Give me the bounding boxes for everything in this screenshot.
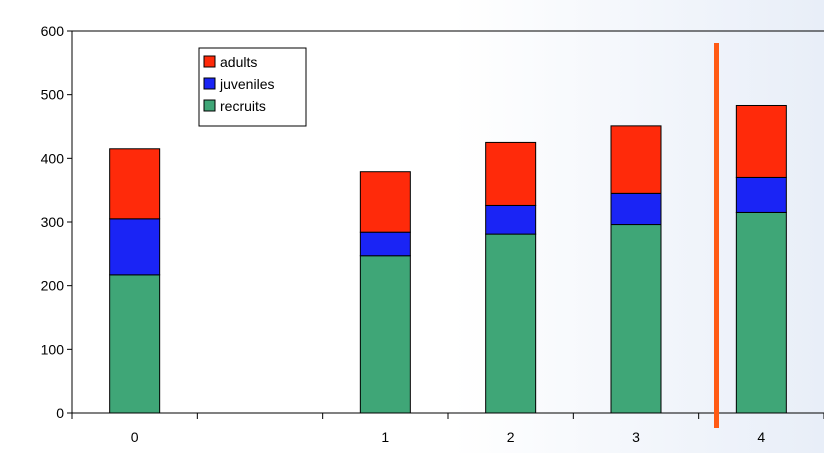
- legend-label-adults: adults: [220, 54, 257, 70]
- bar-adults: [485, 141, 537, 206]
- bar-recruits: [735, 211, 787, 414]
- legend-label-recruits: recruits: [220, 98, 266, 114]
- legend: adults juveniles recruits: [198, 47, 307, 127]
- x-tick-label: 1: [381, 429, 389, 445]
- legend-swatch-juveniles: [203, 77, 216, 90]
- bar-adults: [359, 171, 411, 233]
- bar-adults: [109, 148, 161, 220]
- y-tick-label: 500: [41, 87, 65, 103]
- bar-recruits: [109, 274, 161, 414]
- bar-recruits: [485, 233, 537, 414]
- bar-juveniles: [610, 192, 662, 226]
- legend-box: [198, 47, 307, 127]
- plot-area: [71, 30, 824, 413]
- y-tick-label: 0: [56, 405, 64, 421]
- bar-adults: [610, 125, 662, 194]
- x-tick-label: 2: [507, 429, 515, 445]
- x-axis: 0 1 2 3 4: [71, 412, 824, 445]
- y-axis: 0 100 200 300 400 500 600: [41, 23, 72, 421]
- bar-juveniles: [109, 218, 161, 276]
- bar-recruits: [359, 255, 411, 414]
- y-tick-label: 100: [41, 341, 65, 357]
- legend-swatch-adults: [203, 55, 216, 68]
- y-tick-label: 400: [41, 150, 65, 166]
- bar-juveniles: [485, 204, 537, 235]
- x-tick-label: 0: [131, 429, 139, 445]
- x-tick-label: 3: [632, 429, 640, 445]
- bars: [109, 104, 787, 414]
- y-tick-label: 300: [41, 214, 65, 230]
- bar-juveniles: [735, 176, 787, 213]
- bar-juveniles: [359, 231, 411, 257]
- y-tick-label: 600: [41, 23, 65, 39]
- bar-recruits: [610, 224, 662, 414]
- legend-label-juveniles: juveniles: [219, 76, 274, 92]
- y-tick-label: 200: [41, 278, 65, 294]
- legend-swatch-recruits: [203, 99, 216, 112]
- x-tick-label: 4: [757, 429, 765, 445]
- bar-adults: [735, 104, 787, 178]
